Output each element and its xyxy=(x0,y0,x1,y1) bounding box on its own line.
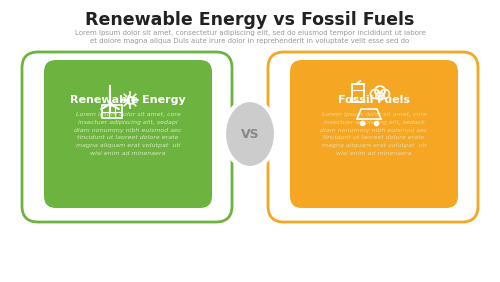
Text: Renewable Energy: Renewable Energy xyxy=(70,95,186,105)
Ellipse shape xyxy=(224,100,276,168)
Text: VS: VS xyxy=(240,127,260,140)
FancyBboxPatch shape xyxy=(268,52,478,222)
Text: Renewable Energy vs Fossil Fuels: Renewable Energy vs Fossil Fuels xyxy=(86,11,414,29)
Text: Fossil Fuels: Fossil Fuels xyxy=(338,95,410,105)
FancyBboxPatch shape xyxy=(44,60,212,208)
Text: Lorem ipsum dolor sit amet, core
insectuer adipiscing elit, sedack
diam nonummy : Lorem ipsum dolor sit amet, core insectu… xyxy=(320,112,428,156)
Bar xyxy=(102,105,122,118)
Bar xyxy=(352,84,364,102)
FancyBboxPatch shape xyxy=(290,60,458,208)
FancyBboxPatch shape xyxy=(22,52,232,222)
Text: Lorem ipsum dolor sit amet, core
insectuer adipiscing elit, sedapi
diam nonummy : Lorem ipsum dolor sit amet, core insectu… xyxy=(74,112,182,156)
Text: Lorem ipsum dolor sit amet, consectetur adipiscing elit, sed do eiusmod tempor i: Lorem ipsum dolor sit amet, consectetur … xyxy=(74,30,426,45)
